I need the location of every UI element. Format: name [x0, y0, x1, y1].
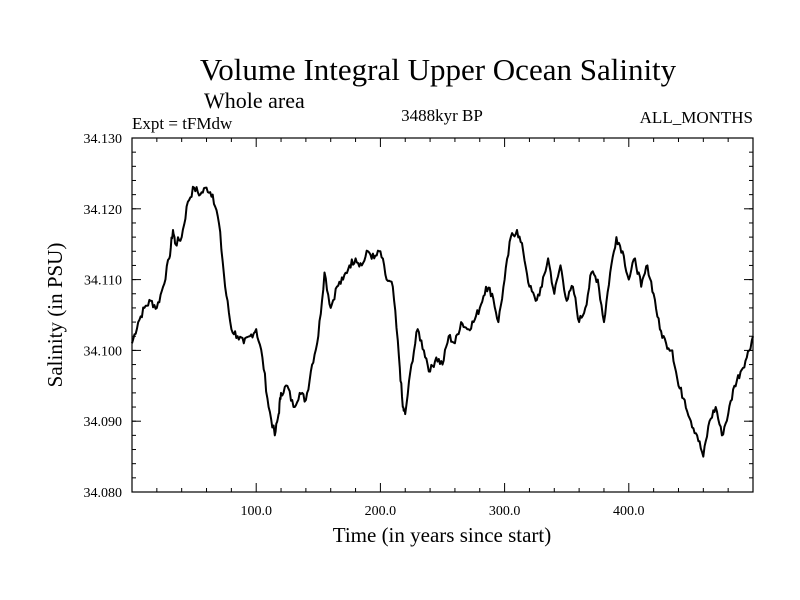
y-tick-label: 34.110 [84, 274, 122, 289]
x-tick-label: 100.0 [240, 504, 272, 519]
chart-title: Volume Integral Upper Ocean Salinity [200, 52, 677, 87]
experiment-label: Expt = tFMdw [132, 114, 233, 133]
y-tick-label: 34.130 [84, 132, 123, 147]
x-tick-label: 300.0 [489, 504, 521, 519]
epoch-label: 3488kyr BP [401, 106, 483, 125]
y-tick-label: 34.100 [84, 344, 123, 359]
chart-subtitle: Whole area [204, 88, 305, 113]
months-label: ALL_MONTHS [640, 108, 753, 127]
plot-frame [131, 137, 754, 493]
y-tick-label: 34.080 [84, 486, 123, 501]
y-axis: 34.080 34.090 34.100 34.110 34.120 34.130 [84, 132, 753, 501]
x-tick-label: 400.0 [613, 504, 645, 519]
x-axis-label: Time (in years since start) [333, 523, 552, 547]
y-tick-label: 34.090 [84, 415, 123, 430]
y-tick-label: 34.120 [84, 203, 123, 218]
y-axis-label: Salinity (in PSU) [43, 243, 67, 388]
x-axis: 100.0 200.0 300.0 400.0 [156, 138, 729, 519]
salinity-series-line [131, 185, 754, 458]
x-tick-label: 200.0 [365, 504, 397, 519]
